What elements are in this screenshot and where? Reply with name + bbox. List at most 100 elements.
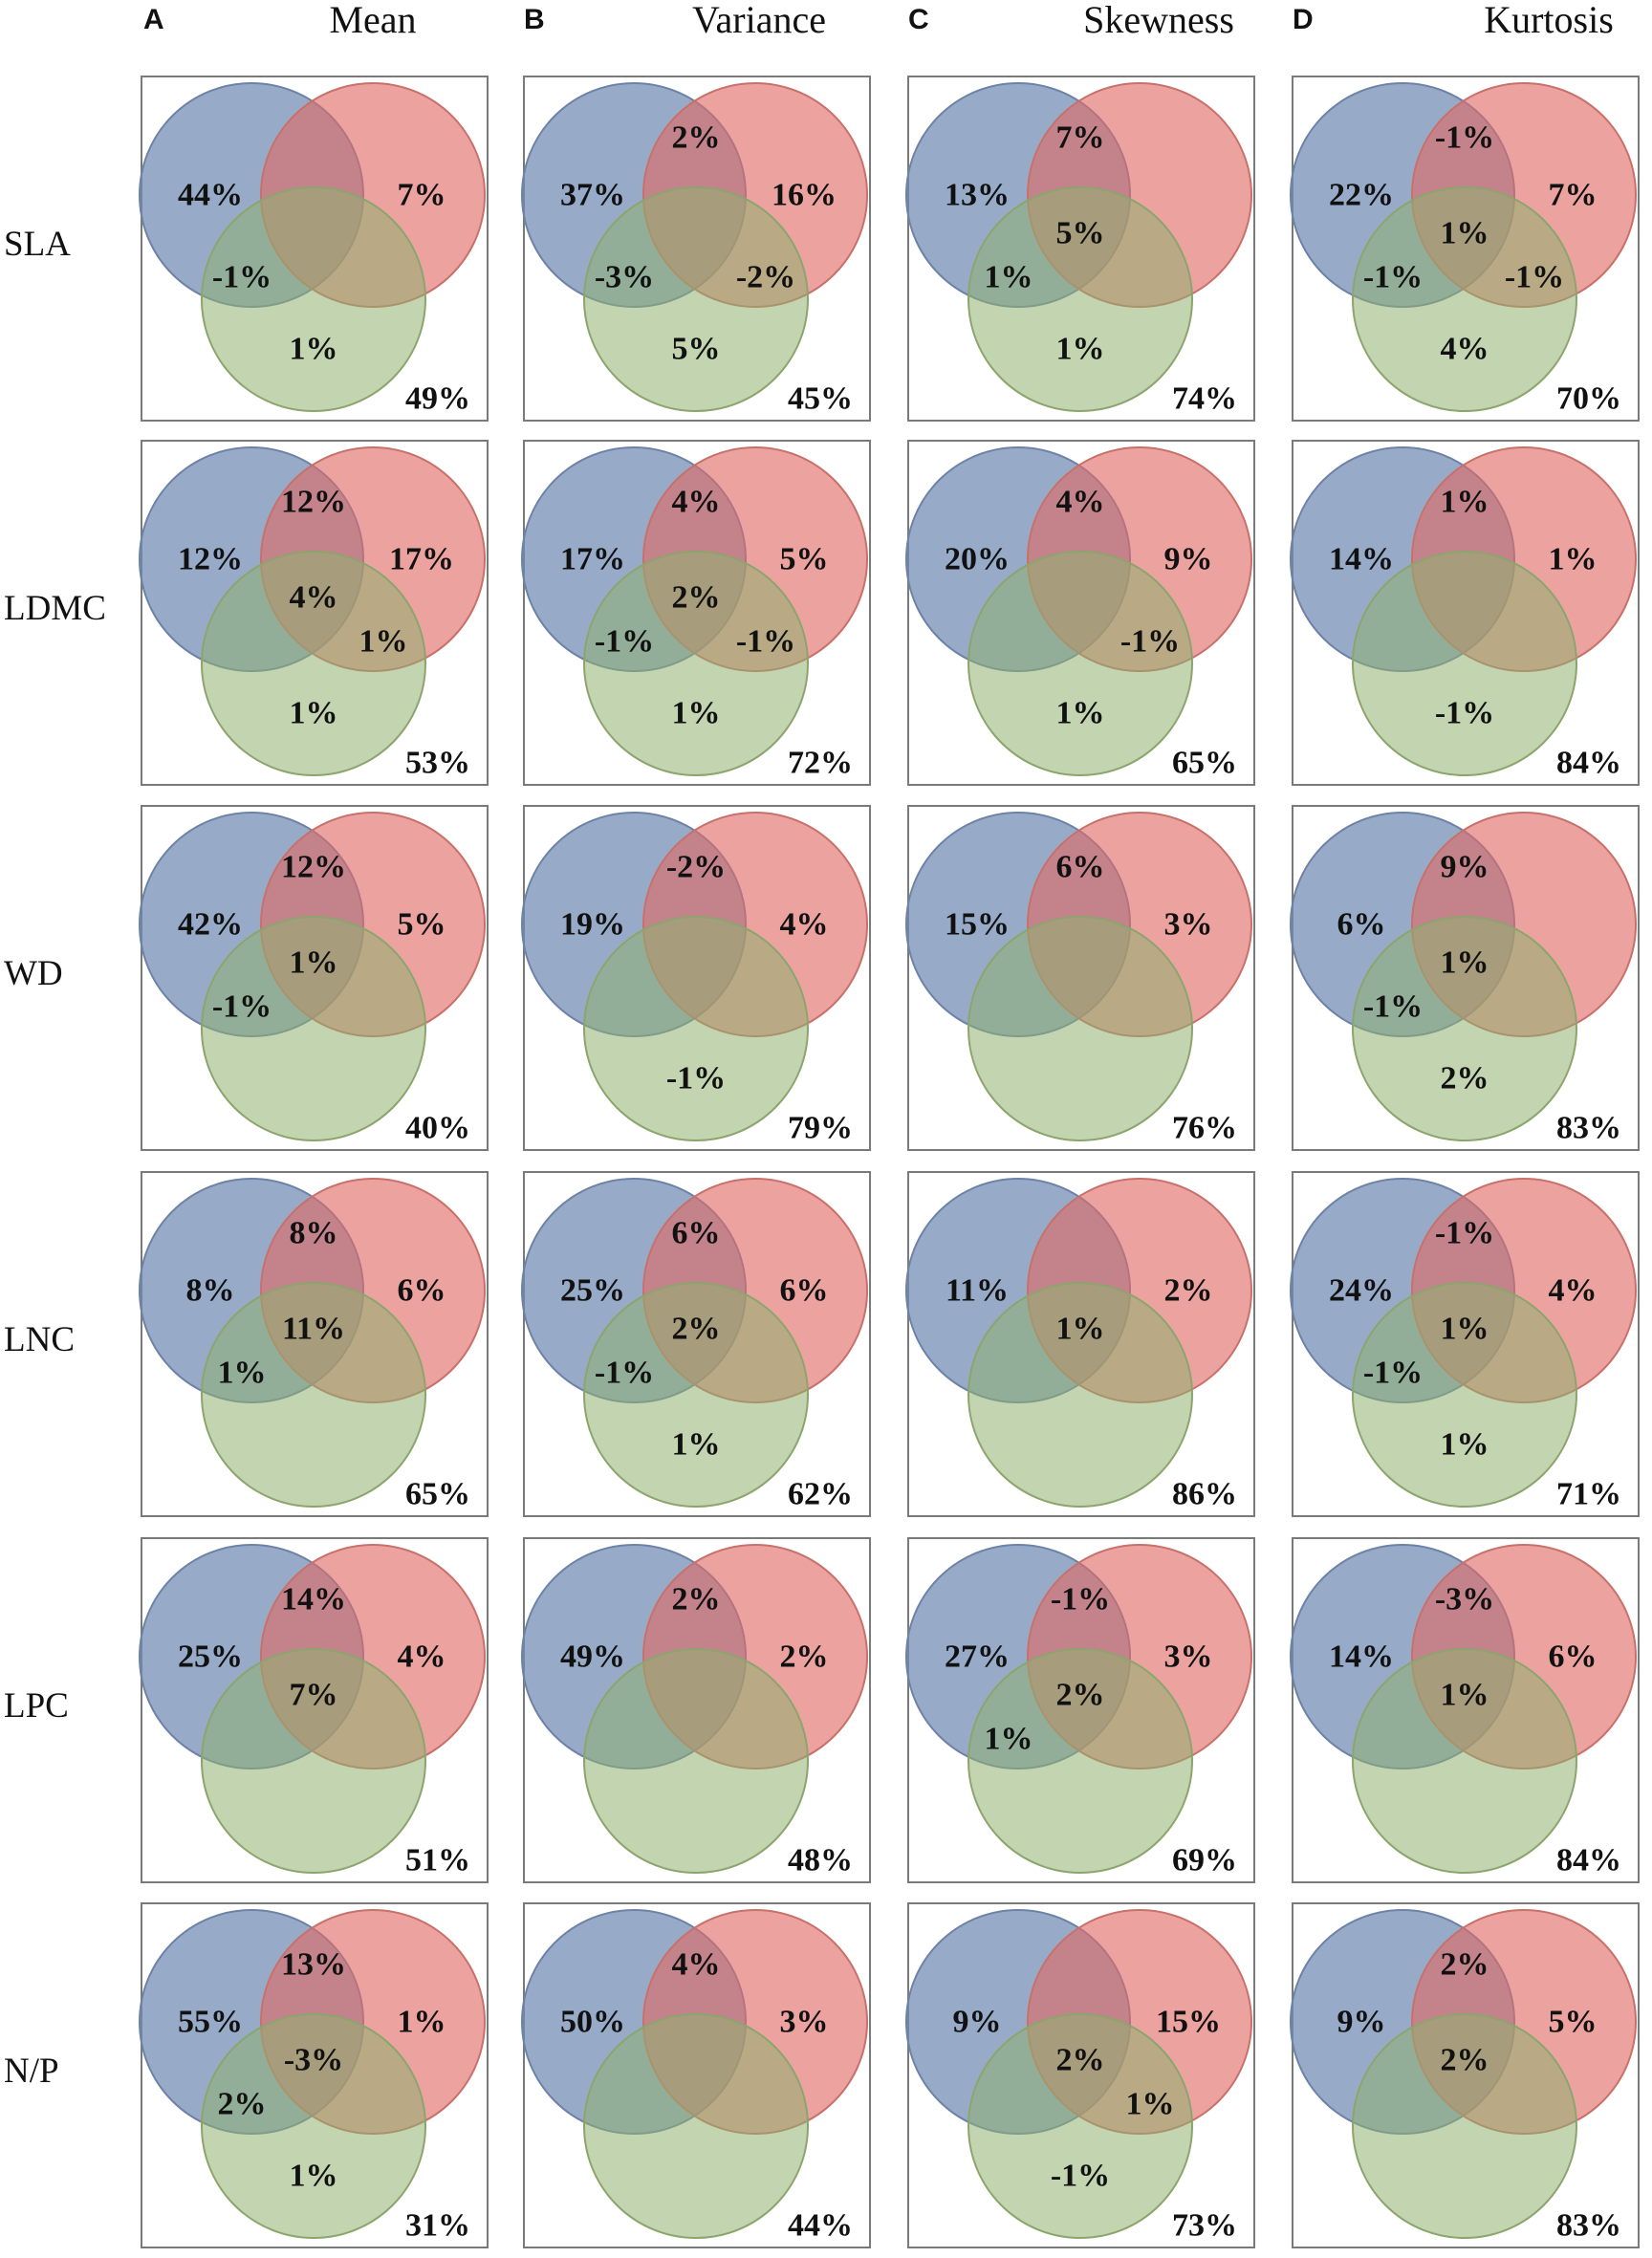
venn-panel-sla-kurtosis: 22% 7% -1% 1% -1% -1% 4% 70% — [1290, 76, 1640, 422]
venn-circle-green — [583, 1648, 809, 1874]
venn-value-blue-red: 12% — [281, 485, 346, 520]
venn-value-residual: 70% — [1556, 381, 1621, 417]
column-title-mean: Mean — [329, 0, 416, 41]
venn-panel-lpc-mean: 25% 4% 14% 7% 51% — [139, 1537, 489, 1883]
venn-panel-n-p-kurtosis: 9% 5% 2% 2% 83% — [1290, 1902, 1640, 2248]
venn-value-red-only: 1% — [398, 2005, 446, 2040]
venn-value-blue-green: 1% — [218, 1356, 267, 1391]
venn-value-residual: 71% — [1556, 1477, 1621, 1512]
venn-value-red-only: 4% — [398, 1639, 446, 1675]
venn-circle-green — [583, 186, 809, 412]
venn-value-blue-green: -1% — [1363, 989, 1423, 1025]
venn-circle-green — [967, 1648, 1193, 1874]
venn-value-center: 1% — [1441, 216, 1489, 251]
column-title-skewness: Skewness — [1083, 0, 1234, 41]
venn-value-center: 2% — [1056, 2043, 1105, 2078]
venn-circle-green — [967, 551, 1193, 776]
venn-value-blue-only: 22% — [1329, 178, 1394, 213]
venn-value-blue-green: -1% — [595, 1356, 654, 1391]
venn-value-center: 1% — [290, 945, 338, 981]
venn-value-residual: 49% — [405, 381, 470, 417]
venn-circle-green — [1352, 2013, 1577, 2239]
venn-value-red-only: 7% — [398, 178, 446, 213]
venn-value-blue-red: -1% — [1435, 120, 1494, 156]
venn-value-red-only: 5% — [1549, 2005, 1598, 2040]
venn-panel-wd-skewness: 15% 3% 6% 76% — [905, 805, 1255, 1151]
venn-value-blue-only: 14% — [1329, 542, 1394, 577]
venn-circle-green — [583, 551, 809, 776]
venn-value-center: 7% — [290, 1678, 338, 1713]
venn-circle-green — [201, 186, 426, 412]
venn-value-green-only: 1% — [290, 332, 338, 367]
venn-value-residual: 74% — [1172, 381, 1237, 417]
venn-value-red-only: 2% — [780, 1639, 829, 1675]
venn-circle-green — [967, 186, 1193, 412]
venn-value-center: 2% — [672, 1312, 721, 1347]
venn-panel-lnc-skewness: 11% 2% 1% 86% — [905, 1171, 1255, 1517]
panel-letter-d: D — [1293, 4, 1314, 35]
venn-value-red-only: 7% — [1549, 178, 1598, 213]
panel-letter-b: B — [524, 4, 545, 35]
venn-value-blue-only: 15% — [945, 907, 1010, 943]
venn-value-blue-only: 9% — [1337, 2005, 1386, 2040]
venn-value-residual: 73% — [1172, 2208, 1237, 2244]
venn-value-blue-green: 1% — [985, 260, 1033, 295]
venn-value-blue-red: 6% — [672, 1216, 721, 1251]
venn-value-green-only: 2% — [1441, 1061, 1489, 1096]
venn-panel-n-p-skewness: 9% 15% 2% 1% -1% 73% — [905, 1902, 1255, 2248]
venn-circle-green — [201, 1282, 426, 1508]
venn-circle-green — [583, 916, 809, 1141]
venn-value-blue-only: 19% — [560, 907, 625, 943]
venn-panel-n-p-variance: 50% 3% 4% 44% — [521, 1902, 871, 2248]
venn-value-green-only: 4% — [1441, 332, 1489, 367]
venn-value-red-only: 3% — [780, 2005, 829, 2040]
venn-circle-green — [1352, 551, 1577, 776]
venn-value-red-only: 4% — [780, 907, 829, 943]
venn-panel-ldmc-variance: 17% 5% 4% 2% -1% -1% 1% 72% — [521, 440, 871, 786]
venn-value-residual: 76% — [1172, 1111, 1237, 1146]
venn-value-blue-red: 2% — [672, 120, 721, 156]
venn-value-center: 1% — [1056, 1312, 1105, 1347]
venn-value-red-only: 9% — [1164, 542, 1213, 577]
venn-value-center: 5% — [1056, 216, 1105, 251]
venn-value-blue-green: 1% — [985, 1722, 1033, 1757]
venn-value-blue-only: 12% — [178, 542, 243, 577]
venn-panel-ldmc-skewness: 20% 9% 4% -1% 1% 65% — [905, 440, 1255, 786]
venn-value-residual: 65% — [1172, 746, 1237, 781]
venn-value-red-only: 3% — [1164, 1639, 1213, 1675]
venn-value-blue-red: 14% — [281, 1582, 346, 1618]
venn-value-red-only: 2% — [1164, 1273, 1213, 1309]
venn-value-green-only: 1% — [290, 696, 338, 731]
venn-value-center: 4% — [290, 580, 338, 616]
venn-value-red-green: 1% — [1126, 2087, 1175, 2122]
venn-value-red-green: -1% — [1505, 260, 1564, 295]
venn-value-blue-red: -1% — [1051, 1582, 1110, 1618]
venn-circle-green — [201, 2013, 426, 2239]
venn-value-green-only: -1% — [1435, 696, 1494, 731]
venn-circle-green — [1352, 1282, 1577, 1508]
venn-value-red-only: 1% — [1549, 542, 1598, 577]
column-title-variance: Variance — [692, 0, 826, 41]
venn-value-blue-red: 7% — [1056, 120, 1105, 156]
venn-value-blue-only: 6% — [1337, 907, 1386, 943]
venn-value-blue-only: 27% — [945, 1639, 1010, 1675]
venn-value-residual: 79% — [788, 1111, 853, 1146]
venn-value-center: 1% — [1441, 945, 1489, 981]
venn-circle-green — [201, 551, 426, 776]
venn-value-blue-only: 11% — [946, 1273, 1009, 1309]
venn-value-residual: 53% — [405, 746, 470, 781]
venn-circle-green — [201, 1648, 426, 1874]
venn-value-blue-red: 6% — [1056, 850, 1105, 885]
venn-panel-lpc-kurtosis: 14% 6% -3% 1% 84% — [1290, 1537, 1640, 1883]
venn-panel-ldmc-mean: 12% 17% 12% 4% 1% 1% 53% — [139, 440, 489, 786]
venn-value-blue-only: 55% — [178, 2005, 243, 2040]
venn-value-green-only: 1% — [290, 2159, 338, 2194]
venn-panel-lnc-mean: 8% 6% 8% 11% 1% 65% — [139, 1171, 489, 1517]
venn-value-blue-only: 13% — [945, 178, 1010, 213]
venn-value-red-only: 6% — [780, 1273, 829, 1309]
venn-value-red-only: 3% — [1164, 907, 1213, 943]
venn-value-green-only: 1% — [1056, 696, 1105, 731]
venn-value-residual: 83% — [1556, 2208, 1621, 2244]
venn-panel-wd-variance: 19% 4% -2% -1% 79% — [521, 805, 871, 1151]
